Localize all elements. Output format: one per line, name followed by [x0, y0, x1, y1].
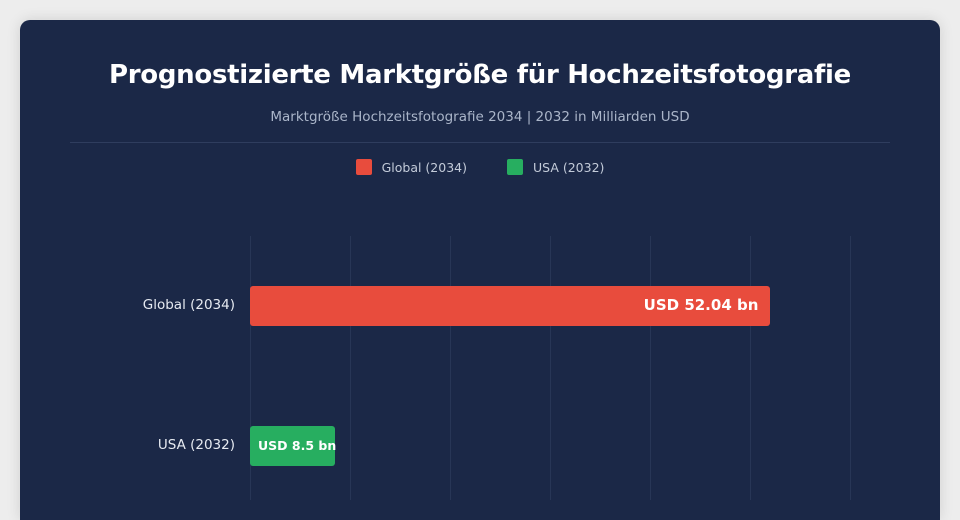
legend-label-usa: USA (2032) — [533, 159, 605, 175]
gridline — [649, 236, 651, 500]
legend-label-global: Global (2034) — [381, 159, 467, 175]
category-label: USA (2032) — [157, 437, 235, 453]
gridline — [749, 236, 751, 500]
gridline — [249, 236, 251, 500]
bar[interactable] — [250, 426, 335, 466]
gridline — [849, 236, 851, 500]
legend-item-global[interactable]: Global (2034) — [355, 159, 467, 175]
chart-legend: Global (2034) USA (2032) — [20, 159, 940, 175]
chart-subtitle: Marktgröße Hochzeitsfotografie 2034 | 20… — [270, 109, 690, 125]
legend-item-usa[interactable]: USA (2032) — [507, 159, 604, 175]
plot-area: Global (2034) USD 52.04 bn USA (2032) USD 8… — [20, 20, 940, 500]
chart-card: Prognostizierte Marktgröße für Hochzeits… — [20, 20, 940, 520]
category-label: Global (2034) — [142, 297, 235, 313]
legend-swatch-usa — [507, 159, 523, 175]
gridline — [349, 236, 351, 500]
bar-value-label: USD 52.04 bn — [643, 296, 759, 314]
header-divider — [70, 142, 890, 143]
gridline — [449, 236, 451, 500]
bar-value-label: USD 8.5 bn — [258, 438, 337, 453]
legend-swatch-global — [355, 159, 372, 175]
gridline — [549, 236, 551, 500]
bar[interactable] — [250, 286, 771, 326]
chart-title: Prognostizierte Marktgröße für Hochzeits… — [109, 60, 851, 90]
